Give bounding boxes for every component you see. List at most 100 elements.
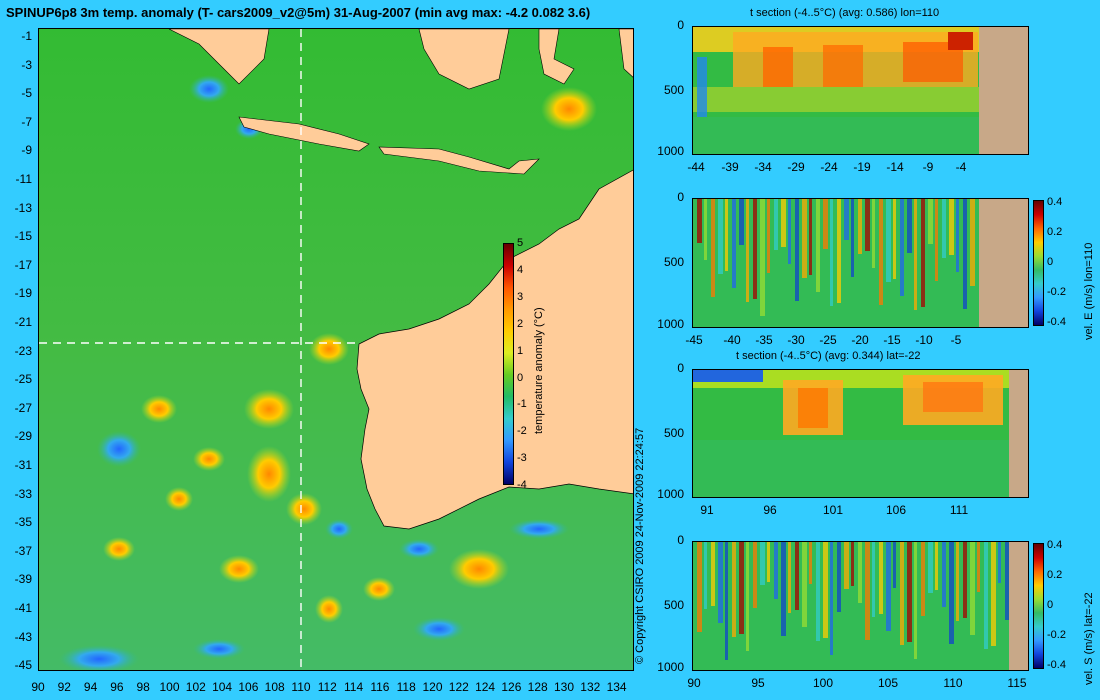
lon-tick-label: 120 (422, 680, 443, 694)
section-x-tick-label: 95 (751, 676, 765, 690)
section-x-tick-label: -20 (851, 333, 869, 347)
lon-tick-label: 112 (317, 680, 337, 694)
lon-tick-label: 132 (580, 680, 601, 694)
lon-tick-label: 124 (475, 680, 496, 694)
section-x-tick-label: -29 (787, 160, 805, 174)
vel-colorbar-tick-label: -0.4 (1047, 659, 1066, 671)
java-land (238, 116, 370, 152)
section-x-tick-label: -19 (853, 160, 871, 174)
colorbar-tick-label: -2 (517, 425, 527, 438)
eddies (59, 75, 597, 670)
main-map[interactable] (38, 28, 634, 671)
depth-tick-label: 0 (677, 533, 684, 547)
colorbar-tick-label: 0 (517, 371, 524, 384)
panel-title-t-lon: t section (-4..5°C) (avg: 0.586) lon=110 (750, 7, 940, 19)
lat-tick-label: -3 (21, 57, 32, 72)
section-x-tick-label: 115 (1007, 676, 1027, 690)
vel-colorbar-tick-label: 0 (1047, 256, 1054, 268)
section-x-tick-label: 100 (812, 676, 834, 690)
lat-tick-label: -15 (14, 229, 32, 244)
depth-tick-label: 500 (663, 82, 684, 97)
lat-tick-label: -27 (14, 400, 32, 415)
lat-tick-label: -23 (14, 343, 32, 358)
vel-colorbar-tick-label: 0.2 (1047, 226, 1063, 238)
sumatra-land (168, 29, 270, 85)
lon-tick-label: 96 (110, 680, 124, 694)
australia-land (356, 169, 633, 530)
vel-colorbar-tick-label: -0.2 (1047, 286, 1066, 298)
lat-tick-label: -1 (21, 29, 32, 43)
section-x-tick-label: 111 (949, 503, 969, 517)
lat-tick-label: -19 (14, 286, 32, 301)
lon-tick-label: 126 (501, 680, 522, 694)
lat-tick-label: -43 (14, 629, 32, 644)
lon-tick-label: 100 (159, 680, 180, 694)
vel-colorbar-tick-label: 0 (1047, 599, 1054, 611)
lat-tick-label: -31 (14, 458, 32, 472)
lat-tick-label: -37 (14, 543, 32, 558)
colorbar-tick-label: -1 (517, 398, 527, 411)
section-x-tick-label: -9 (922, 160, 934, 174)
temp-colorbar-label: temperature anomaly (°C) (533, 307, 545, 434)
lat-tick-label: -17 (14, 257, 32, 272)
lon-tick-label: 94 (83, 680, 98, 694)
lon-tick-label: 130 (553, 680, 575, 694)
panel-t-lon[interactable] (692, 26, 1029, 155)
depth-tick-label: 0 (677, 361, 684, 375)
map-title: SPINUP6p8 3m temp. anomaly (T- cars2009_… (6, 5, 591, 20)
colorbar-tick-label: 5 (517, 237, 524, 249)
lon-tick-label: 106 (238, 680, 259, 694)
lat-tick-label: -11 (15, 172, 32, 186)
section-x-tick-label: -35 (755, 333, 773, 347)
lat-tick-label: -29 (14, 429, 32, 444)
lat-tick-label: -5 (21, 86, 32, 101)
depth-tick-label: 0 (677, 190, 684, 204)
section-x-tick-label: -44 (687, 160, 705, 174)
panel-u-lon[interactable] (692, 198, 1029, 328)
depth-tick-label: 500 (663, 425, 684, 440)
lon-tick-label: 102 (185, 680, 206, 694)
section-x-tick-label: -14 (886, 160, 904, 174)
colorbar-tick-label: 3 (517, 290, 524, 303)
vel-e-colorbar (1033, 200, 1044, 326)
section-x-tick-label: -5 (950, 333, 962, 347)
lon-tick-label: 118 (396, 680, 416, 694)
lat-tick-label: -33 (14, 486, 32, 501)
section-x-tick-label: -10 (915, 333, 933, 347)
temp-colorbar (503, 243, 514, 485)
depth-tick-label: 0 (677, 18, 684, 32)
section-x-tick-label: 91 (700, 503, 714, 517)
section-x-tick-label: 90 (687, 676, 701, 690)
section-x-tick-label: -30 (787, 333, 805, 347)
borneo-land (418, 29, 510, 90)
lon-tick-label: 92 (57, 680, 71, 694)
colorbar-tick-label: -4 (517, 479, 527, 492)
section-x-tick-label: 96 (763, 503, 777, 517)
panel-v-lat[interactable] (692, 541, 1029, 671)
colorbar-tick-label: 4 (517, 263, 524, 276)
lon-tick-label: 128 (527, 680, 548, 694)
section-x-tick-label: 106 (885, 503, 907, 517)
section-x-tick-label: 110 (943, 676, 963, 690)
depth-tick-label: 500 (663, 255, 684, 269)
panel-t-lat[interactable] (692, 369, 1029, 498)
vel-s-label: vel. S (m/s) lat=-22 (1083, 592, 1095, 685)
lon-tick-label: 134 (606, 680, 627, 694)
vel-e-label: vel. E (m/s) lon=110 (1083, 242, 1095, 340)
section-x-tick-label: -25 (819, 333, 837, 347)
depth-tick-label: 500 (663, 598, 684, 612)
depth-tick-label: 1000 (657, 660, 684, 675)
lon-tick-label: 114 (344, 680, 364, 694)
lat-tick-label: -41 (14, 601, 32, 615)
lat-tick-label: -45 (14, 658, 32, 673)
vel-colorbar-tick-label: 0.2 (1047, 569, 1063, 581)
depth-tick-label: 1000 (657, 317, 684, 332)
section-x-tick-label: 101 (822, 503, 844, 517)
lat-tick-label: -39 (14, 572, 32, 587)
lon-tick-label: 122 (448, 680, 469, 694)
vel-colorbar-tick-label: -0.2 (1047, 629, 1066, 641)
lat-tick-label: -25 (14, 372, 32, 387)
lon-tick-label: 116 (370, 680, 390, 694)
section-x-tick-label: -39 (721, 160, 739, 174)
vel-colorbar-tick-label: 0.4 (1047, 196, 1063, 208)
